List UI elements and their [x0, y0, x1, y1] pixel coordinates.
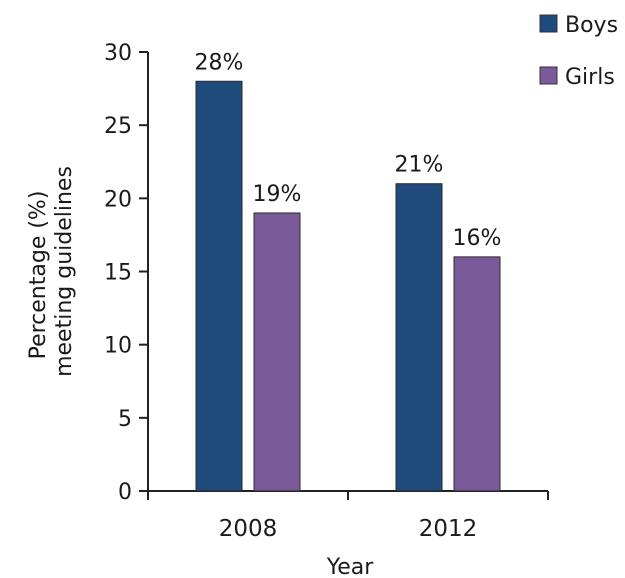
data-label-girls-2012: 16% [453, 226, 502, 251]
y-tick-label: 20 [104, 187, 132, 212]
y-tick-label: 10 [104, 334, 132, 359]
data-label-girls-2008: 19% [253, 182, 302, 207]
bar-girls-2008 [253, 212, 301, 492]
y-tick-label: 15 [104, 261, 132, 286]
x-axis: 2008 2012 [147, 490, 549, 542]
y-tick-label: 25 [104, 114, 132, 139]
legend-swatch-girls [539, 66, 558, 85]
legend-label-boys: Boys [565, 13, 618, 38]
y-axis: 0 5 10 15 20 25 30 [104, 41, 149, 505]
legend-swatch-boys [539, 14, 558, 33]
y-axis-title-line-1: Percentage (%) [26, 191, 51, 360]
y-tick-label: 5 [118, 407, 132, 432]
y-tick-label: 0 [118, 480, 132, 505]
legend: Boys Girls [539, 13, 618, 90]
y-axis-title: Percentage (%) meeting guidelines [26, 166, 77, 377]
bar-boys-2008 [195, 80, 243, 492]
data-label-boys-2012: 21% [395, 153, 444, 178]
bar-boys-2012 [395, 183, 443, 492]
bar-girls-2012 [453, 256, 501, 492]
legend-label-girls: Girls [565, 65, 615, 90]
x-axis-title: Year [326, 555, 375, 578]
bars [195, 80, 501, 492]
data-label-boys-2008: 28% [195, 50, 244, 75]
y-tick-label: 30 [104, 41, 132, 66]
y-axis-title-line-2: meeting guidelines [52, 166, 77, 377]
x-tick-label: 2012 [419, 516, 478, 542]
data-labels: 28% 19% 21% 16% [195, 50, 502, 251]
x-tick-label: 2008 [219, 516, 278, 542]
